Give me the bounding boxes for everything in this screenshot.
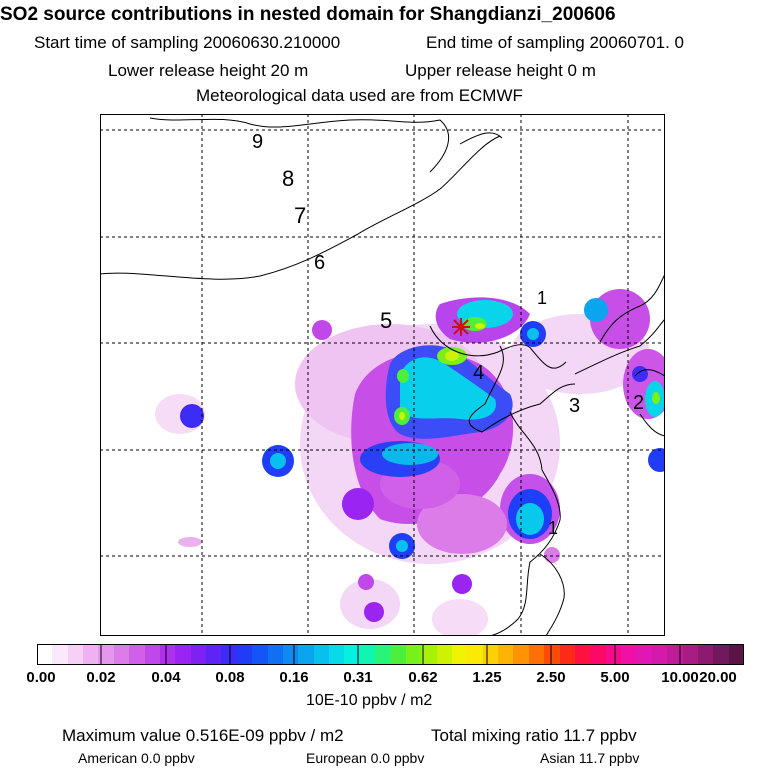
colorbar-tick-label: 2.50 (536, 669, 566, 686)
color-swatch-15 (268, 644, 283, 665)
color-swatch-35 (575, 644, 590, 665)
color-swatch-34 (560, 644, 575, 665)
color-swatch-28 (467, 644, 483, 665)
maximum-value: Maximum value 0.516E-09 ppbv / m2 (62, 726, 344, 745)
color-swatch-24 (406, 644, 421, 665)
color-swatch-36 (590, 644, 606, 665)
color-swatch-37 (606, 644, 621, 665)
total-mixing-ratio: Total mixing ratio 11.7 ppbv (431, 726, 637, 745)
color-swatch-32 (529, 644, 544, 665)
color-swatch-10 (191, 644, 206, 665)
colorbar-tick-label: 10.00 (661, 669, 699, 686)
color-swatch-43 (698, 644, 713, 665)
day-label-6: 6 (314, 252, 325, 274)
color-swatch-42 (683, 644, 698, 665)
color-swatch-20 (344, 644, 360, 665)
end-time: End time of sampling 20060701. 0 (426, 33, 685, 52)
color-swatch-3 (83, 644, 98, 665)
colorbar-frame (37, 644, 744, 665)
colorbar-tick-label: 5.00 (600, 669, 630, 686)
color-swatch-31 (513, 644, 529, 665)
color-swatch-38 (621, 644, 636, 665)
color-swatch-6 (129, 644, 145, 665)
colorbar-tick-label: 0.02 (86, 669, 116, 686)
european-contribution: European 0.0 ppbv (306, 750, 425, 766)
color-swatch-41 (667, 644, 683, 665)
day-label-3: 3 (569, 395, 580, 417)
asian-contribution: Asian 11.7 ppbv (540, 750, 640, 766)
met-data-source: Meteorological data used are from ECMWF (196, 86, 523, 105)
color-swatch-16 (283, 644, 298, 665)
colorbar-tick-label: 0.08 (215, 669, 245, 686)
trajectory-day-labels: 9 8 7 6 5 4 3 2 1 1 (252, 131, 644, 538)
colorbar-tick-label: 0.62 (408, 669, 438, 686)
color-swatch-22 (375, 644, 391, 665)
american-contribution: American 0.0 ppbv (78, 750, 195, 766)
day-label-8: 8 (282, 166, 294, 191)
day-label-1b: 1 (548, 518, 558, 538)
color-swatch-33 (544, 644, 560, 665)
day-label-9: 9 (252, 131, 263, 153)
color-swatch-39 (636, 644, 652, 665)
color-scale-bar (37, 644, 744, 665)
colorbar-tick-label: 1.25 (472, 669, 502, 686)
day-label-5: 5 (380, 308, 392, 333)
color-swatch-29 (483, 644, 498, 665)
color-swatch-30 (498, 644, 513, 665)
colorbar-tick-label: 0.31 (343, 669, 373, 686)
color-swatch-40 (652, 644, 667, 665)
day-label-1a: 1 (537, 288, 547, 308)
color-swatch-18 (314, 644, 329, 665)
chart-title: SO2 source contributions in nested domai… (0, 4, 616, 25)
grid-lines (100, 114, 665, 636)
color-swatch-7 (145, 644, 160, 665)
day-label-2: 2 (633, 392, 644, 414)
color-swatch-23 (391, 644, 406, 665)
color-swatch-0 (37, 644, 52, 665)
day-label-7: 7 (294, 203, 306, 228)
color-swatch-25 (421, 644, 437, 665)
colorbar-tick-label: 0.04 (151, 669, 181, 686)
color-swatch-4 (98, 644, 114, 665)
color-swatch-19 (329, 644, 344, 665)
lower-release-height: Lower release height 20 m (108, 61, 309, 80)
color-swatch-44 (713, 644, 729, 665)
color-swatch-1 (52, 644, 68, 665)
start-time: Start time of sampling 20060630.210000 (34, 33, 341, 52)
concentration-field (155, 289, 665, 636)
colorbar-tick-label: 0.16 (279, 669, 309, 686)
coastlines (100, 117, 665, 636)
color-swatch-2 (68, 644, 83, 665)
color-swatch-45 (729, 644, 744, 665)
upper-release-height: Upper release height 0 m (405, 61, 596, 80)
color-swatch-14 (252, 644, 268, 665)
color-swatch-9 (175, 644, 191, 665)
color-swatch-13 (237, 644, 252, 665)
color-swatch-26 (437, 644, 452, 665)
color-swatch-17 (298, 644, 314, 665)
color-swatch-8 (160, 644, 175, 665)
color-swatch-27 (452, 644, 467, 665)
color-swatch-21 (360, 644, 375, 665)
receptor-marker (452, 318, 470, 336)
color-swatch-11 (206, 644, 221, 665)
color-swatch-12 (221, 644, 237, 665)
colorbar-units: 10E-10 ppbv / m2 (306, 692, 433, 709)
colorbar-tick-label: 0.00 (26, 669, 56, 686)
color-swatch-5 (114, 644, 129, 665)
day-label-4: 4 (473, 362, 484, 384)
contribution-map: 9 8 7 6 5 4 3 2 1 1 (100, 114, 665, 636)
colorbar-tick-label: 20.00 (699, 669, 737, 686)
